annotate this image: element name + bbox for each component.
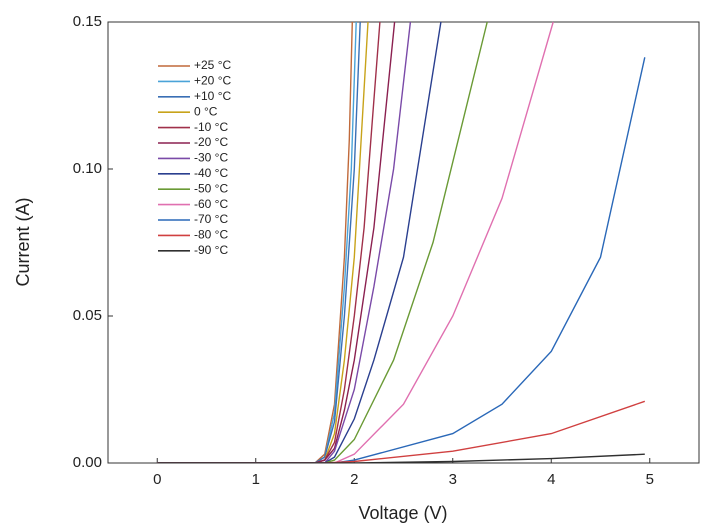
y-tick-label: 0.15 bbox=[73, 13, 102, 30]
iv-curve bbox=[157, 21, 353, 463]
iv-curve bbox=[157, 21, 396, 463]
x-axis-title: Voltage (V) bbox=[358, 503, 447, 523]
iv-curve bbox=[157, 21, 442, 463]
y-tick-label: 0.10 bbox=[73, 160, 102, 177]
iv-curve bbox=[157, 400, 646, 463]
iv-curve bbox=[157, 21, 412, 463]
y-tick-label: 0.00 bbox=[73, 454, 102, 471]
legend-label: -30 °C bbox=[194, 151, 228, 165]
legend-label: 0 °C bbox=[194, 104, 218, 118]
legend-label: -50 °C bbox=[194, 181, 228, 195]
iv-curve bbox=[157, 21, 488, 463]
x-tick-label: 1 bbox=[252, 471, 260, 488]
legend-label: -10 °C bbox=[194, 120, 228, 134]
legend-label: -90 °C bbox=[194, 243, 228, 257]
x-tick-label: 4 bbox=[547, 471, 555, 488]
y-axis-title: Current (A) bbox=[13, 197, 33, 286]
legend-label: -20 °C bbox=[194, 135, 228, 149]
iv-curve bbox=[157, 21, 369, 463]
iv-curve bbox=[157, 21, 554, 463]
legend-label: -70 °C bbox=[194, 212, 228, 226]
iv-curve bbox=[157, 21, 357, 463]
iv-curve bbox=[157, 453, 645, 463]
legend-label: +10 °C bbox=[194, 89, 231, 103]
x-tick-label: 0 bbox=[153, 471, 161, 488]
legend-label: -40 °C bbox=[194, 166, 228, 180]
legend-label: -60 °C bbox=[194, 197, 228, 211]
x-tick-label: 3 bbox=[449, 471, 457, 488]
legend-label: -80 °C bbox=[194, 228, 228, 242]
legend-label: +25 °C bbox=[194, 58, 231, 72]
x-tick-label: 5 bbox=[646, 471, 654, 488]
iv-curve bbox=[157, 57, 646, 463]
plot-frame bbox=[107, 21, 700, 464]
iv-curve bbox=[157, 21, 361, 463]
y-tick-label: 0.05 bbox=[73, 307, 102, 324]
x-tick-label: 2 bbox=[350, 471, 358, 488]
legend-label: +20 °C bbox=[194, 74, 231, 88]
